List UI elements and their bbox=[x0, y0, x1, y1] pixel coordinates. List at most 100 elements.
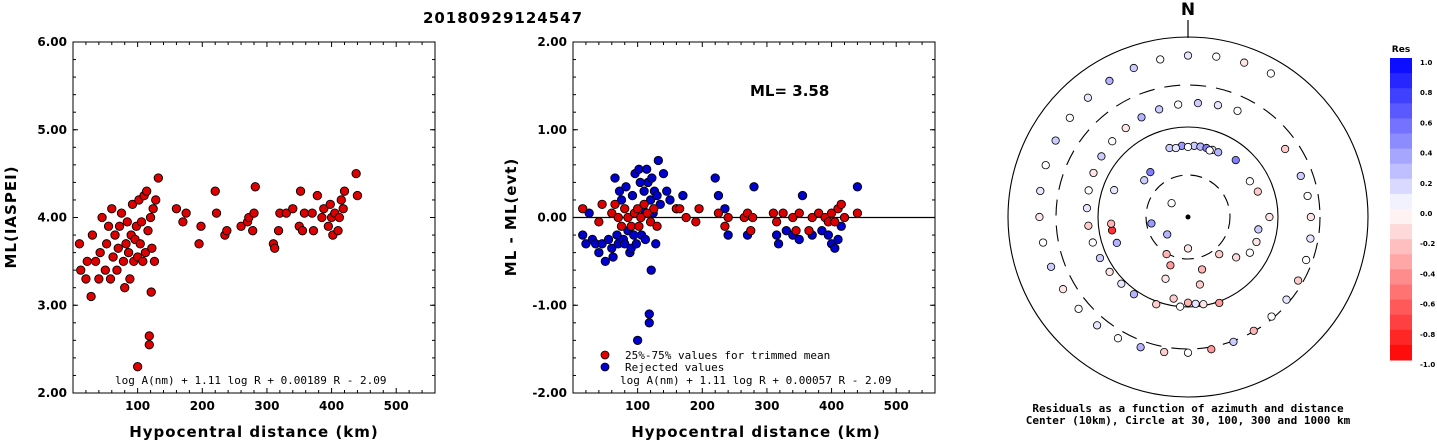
data-point bbox=[132, 362, 143, 372]
data-point bbox=[273, 226, 284, 236]
station-point bbox=[1065, 113, 1074, 122]
x-tick-label: 400 bbox=[319, 399, 344, 413]
trimmed-point bbox=[610, 199, 620, 209]
colorbar-cell bbox=[1390, 344, 1412, 361]
station-point bbox=[1035, 212, 1044, 222]
station-point bbox=[1084, 186, 1093, 195]
colorbar-cell bbox=[1390, 58, 1412, 74]
data-point bbox=[194, 239, 204, 249]
rejected-point bbox=[651, 239, 661, 249]
data-point bbox=[181, 208, 191, 218]
rejected-point bbox=[817, 226, 827, 236]
data-point bbox=[123, 247, 134, 258]
colorbar-cell bbox=[1390, 284, 1412, 301]
data-point bbox=[101, 239, 112, 249]
rejected-point bbox=[594, 247, 604, 258]
colorbar-tick-label: -0.6 bbox=[1420, 301, 1435, 309]
trimmed-point bbox=[691, 217, 701, 227]
data-point bbox=[299, 208, 310, 218]
y-axis-label-1: ML(IASPEI) bbox=[2, 165, 20, 268]
y-axis-label-2: ML - ML(evt) bbox=[502, 158, 520, 276]
station-point bbox=[1296, 171, 1305, 181]
trimmed-point bbox=[746, 226, 756, 236]
north-label: N bbox=[1181, 0, 1195, 20]
station-point bbox=[1163, 230, 1172, 239]
distance-rings bbox=[1007, 36, 1369, 398]
trimmed-point bbox=[813, 208, 824, 218]
rejected-point bbox=[632, 335, 643, 345]
rejected-point bbox=[773, 239, 784, 249]
colorbar-cell bbox=[1390, 299, 1412, 316]
station-point bbox=[1306, 234, 1315, 243]
data-point bbox=[105, 274, 116, 284]
formula-2: log A(nm) + 1.11 log R + 0.00057 R - 2.0… bbox=[620, 374, 892, 387]
y-tick-label: -1.00 bbox=[532, 298, 567, 312]
data-point bbox=[339, 186, 350, 196]
data-point bbox=[100, 265, 110, 275]
colorbar-tick-label: -1.0 bbox=[1420, 361, 1435, 369]
station-point bbox=[1117, 279, 1126, 288]
station-point bbox=[1088, 238, 1097, 247]
data-point bbox=[147, 243, 157, 253]
colorbar-cell bbox=[1390, 73, 1412, 89]
data-point bbox=[82, 256, 92, 267]
data-point bbox=[142, 186, 152, 196]
rejected-point bbox=[823, 230, 833, 240]
event-id-title: 20180929124547 bbox=[423, 9, 583, 27]
station-point bbox=[1058, 285, 1068, 294]
station-point bbox=[1253, 187, 1262, 196]
data-point bbox=[151, 195, 161, 205]
station-point bbox=[1107, 219, 1116, 228]
station-point bbox=[1245, 177, 1254, 186]
colorbar-cell bbox=[1390, 329, 1412, 346]
station-point bbox=[1108, 137, 1117, 146]
trimmed-point bbox=[778, 208, 788, 218]
station-point bbox=[1166, 261, 1175, 270]
rejected-point bbox=[662, 186, 672, 196]
rejected-point bbox=[720, 204, 730, 214]
station-point bbox=[1282, 295, 1291, 304]
trimmed-point bbox=[694, 204, 704, 214]
rejected-point bbox=[794, 234, 804, 245]
station-point bbox=[1051, 136, 1060, 145]
data-point bbox=[333, 226, 343, 236]
rejected-point bbox=[644, 318, 654, 328]
station-point bbox=[1036, 186, 1045, 196]
trimmed-point bbox=[794, 208, 804, 218]
data-point bbox=[121, 239, 131, 249]
data-point bbox=[136, 217, 147, 227]
colorbar-title: Res bbox=[1392, 45, 1410, 55]
data-point bbox=[312, 190, 322, 201]
rejected-point bbox=[635, 177, 645, 188]
legend-blue-text: Rejected values bbox=[625, 361, 724, 374]
data-point bbox=[196, 221, 206, 231]
trimmed-point bbox=[613, 212, 623, 223]
rejected-point bbox=[658, 168, 669, 179]
station-point bbox=[1121, 123, 1130, 133]
station-point bbox=[1089, 168, 1098, 178]
trimmed-point bbox=[839, 212, 850, 223]
polar-caption-2: Center (10km), Circle at 30, 100, 300 an… bbox=[1026, 414, 1351, 427]
rejected-point bbox=[852, 182, 863, 192]
data-point bbox=[307, 208, 317, 218]
distance-ring bbox=[1097, 126, 1279, 308]
rejected-point bbox=[640, 234, 651, 245]
data-point bbox=[135, 239, 145, 249]
x-axis-label-1: Hypocentral distance (km) bbox=[129, 423, 379, 441]
rejected-point bbox=[710, 173, 720, 183]
rejected-point bbox=[655, 199, 665, 209]
x-tick-label: 300 bbox=[254, 399, 279, 413]
station-point bbox=[1215, 298, 1224, 308]
station-point bbox=[1212, 52, 1221, 61]
rejected-point bbox=[771, 230, 782, 240]
data-point bbox=[87, 230, 98, 240]
colorbar-cell bbox=[1390, 314, 1412, 331]
data-point bbox=[112, 265, 122, 275]
y-tick-label: -2.00 bbox=[532, 386, 567, 400]
station-point bbox=[1302, 255, 1311, 265]
trimmed-point bbox=[649, 204, 659, 214]
station-point bbox=[1252, 237, 1261, 247]
data-point bbox=[178, 217, 188, 227]
trimmed-point bbox=[830, 217, 840, 227]
rejected-point bbox=[597, 239, 607, 249]
